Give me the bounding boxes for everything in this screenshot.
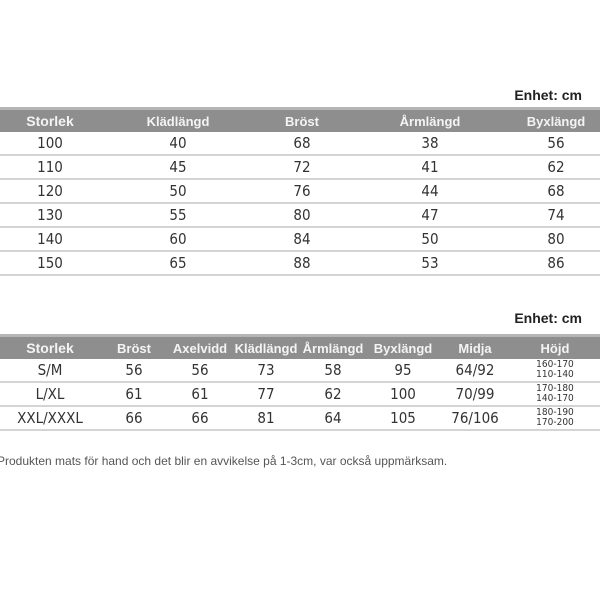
table-cell: 56 (516, 132, 596, 156)
table-cell: 61 (103, 382, 165, 407)
height-cell: 160-170 110-140 (514, 359, 596, 383)
height-range-1: 170-180 (536, 383, 574, 394)
height-range-2: 170-200 (536, 417, 574, 428)
measurement-note: Produkten mats för hand och det blir en … (0, 454, 448, 468)
column-header: Storlek (0, 107, 100, 132)
height-range-2: 140-170 (536, 393, 574, 404)
table-cell: 150 (5, 251, 95, 276)
unit-label-2: Enhet: cm (514, 310, 582, 326)
table-cell: 110 (5, 155, 95, 180)
height-range-1: 160-170 (536, 359, 574, 370)
table-cell: 68 (516, 179, 596, 204)
height-cell: 180-190 170-200 (514, 406, 596, 431)
table-cell: 76/106 (443, 406, 507, 431)
table-cell: 56 (171, 359, 229, 383)
height-range-2: 110-140 (536, 369, 574, 380)
table-cell: 62 (516, 155, 596, 180)
table-cell: 77 (235, 382, 297, 407)
table-cell: 45 (107, 155, 249, 180)
table-cell: 41 (356, 155, 504, 180)
table-cell: 60 (107, 227, 249, 252)
table-cell: 44 (356, 179, 504, 204)
table-cell: 95 (369, 359, 437, 383)
height-cell: 170-180 140-170 (514, 382, 596, 407)
table-cell: 140 (5, 227, 95, 252)
column-header: Årmlängd (348, 107, 512, 132)
column-header: Årmlängd (300, 334, 366, 359)
table-cell: 86 (516, 251, 596, 276)
unit-label-1: Enhet: cm (514, 87, 582, 103)
table-cell: 65 (107, 251, 249, 276)
table-cell: 38 (356, 132, 504, 156)
table-row: 140 60 84 50 80 (0, 227, 600, 252)
table-row: 150 65 88 53 86 (0, 251, 600, 276)
column-header: Byxlängd (366, 334, 440, 359)
column-header: Axelvidd (168, 334, 232, 359)
column-header: Midja (440, 334, 510, 359)
column-header: Byxlängd (512, 107, 600, 132)
table-cell: 53 (356, 251, 504, 276)
table-cell: 80 (516, 227, 596, 252)
table-row: 110 45 72 41 62 (0, 155, 600, 180)
table-cell: 76 (260, 179, 344, 204)
table-row: L/XL 61 61 77 62 100 70/99 170-180 140-170 (0, 382, 600, 407)
table-cell: L/XL (5, 382, 95, 407)
table-cell: 62 (303, 382, 363, 407)
table-row: 120 50 76 44 68 (0, 179, 600, 204)
table-cell: 74 (516, 203, 596, 228)
table-cell: 100 (5, 132, 95, 156)
table-cell: 72 (260, 155, 344, 180)
table-cell: 56 (103, 359, 165, 383)
table-cell: XXL/XXXL (5, 406, 95, 431)
table-cell: 130 (5, 203, 95, 228)
table-cell: S/M (5, 359, 95, 383)
table-cell: 50 (356, 227, 504, 252)
table-cell: 73 (235, 359, 297, 383)
table-cell: 58 (303, 359, 363, 383)
table-cell: 66 (171, 406, 229, 431)
table-cell: 120 (5, 179, 95, 204)
table-cell: 105 (369, 406, 437, 431)
table-cell: 61 (171, 382, 229, 407)
table-cell: 80 (260, 203, 344, 228)
table-cell: 81 (235, 406, 297, 431)
table-row: 100 40 68 38 56 (0, 132, 600, 156)
table-row: S/M 56 56 73 58 95 64/92 160-170 110-140 (0, 359, 600, 383)
table-cell: 84 (260, 227, 344, 252)
table-row: XXL/XXXL 66 66 81 64 105 76/106 180-190 170-200 (0, 406, 600, 431)
column-header: Klädlängd (232, 334, 300, 359)
table-cell: 66 (103, 406, 165, 431)
table-cell: 88 (260, 251, 344, 276)
column-header: Bröst (100, 334, 168, 359)
table-cell: 64 (303, 406, 363, 431)
table-cell: 47 (356, 203, 504, 228)
size-table-children: Storlek Klädlängd Bröst Årmlängd Byxlängd 10… (0, 107, 600, 276)
table-cell: 70/99 (443, 382, 507, 407)
height-range-1: 180-190 (536, 407, 574, 418)
column-header: Klädlängd (100, 107, 256, 132)
table-row: 130 55 80 47 74 (0, 203, 600, 228)
table-cell: 55 (107, 203, 249, 228)
column-header: Höjd (510, 334, 600, 359)
table-cell: 68 (260, 132, 344, 156)
table-cell: 100 (369, 382, 437, 407)
table-header-row: Storlek Bröst Axelvidd Klädlängd Årmlängd Byx… (0, 334, 600, 359)
table-cell: 40 (107, 132, 249, 156)
column-header: Storlek (0, 334, 100, 359)
table-header-row: Storlek Klädlängd Bröst Årmlängd Byxlängd (0, 107, 600, 132)
column-header: Bröst (256, 107, 348, 132)
table-cell: 64/92 (443, 359, 507, 383)
table-cell: 50 (107, 179, 249, 204)
size-table-adults: Storlek Bröst Axelvidd Klädlängd Årmlängd Byx… (0, 334, 600, 431)
